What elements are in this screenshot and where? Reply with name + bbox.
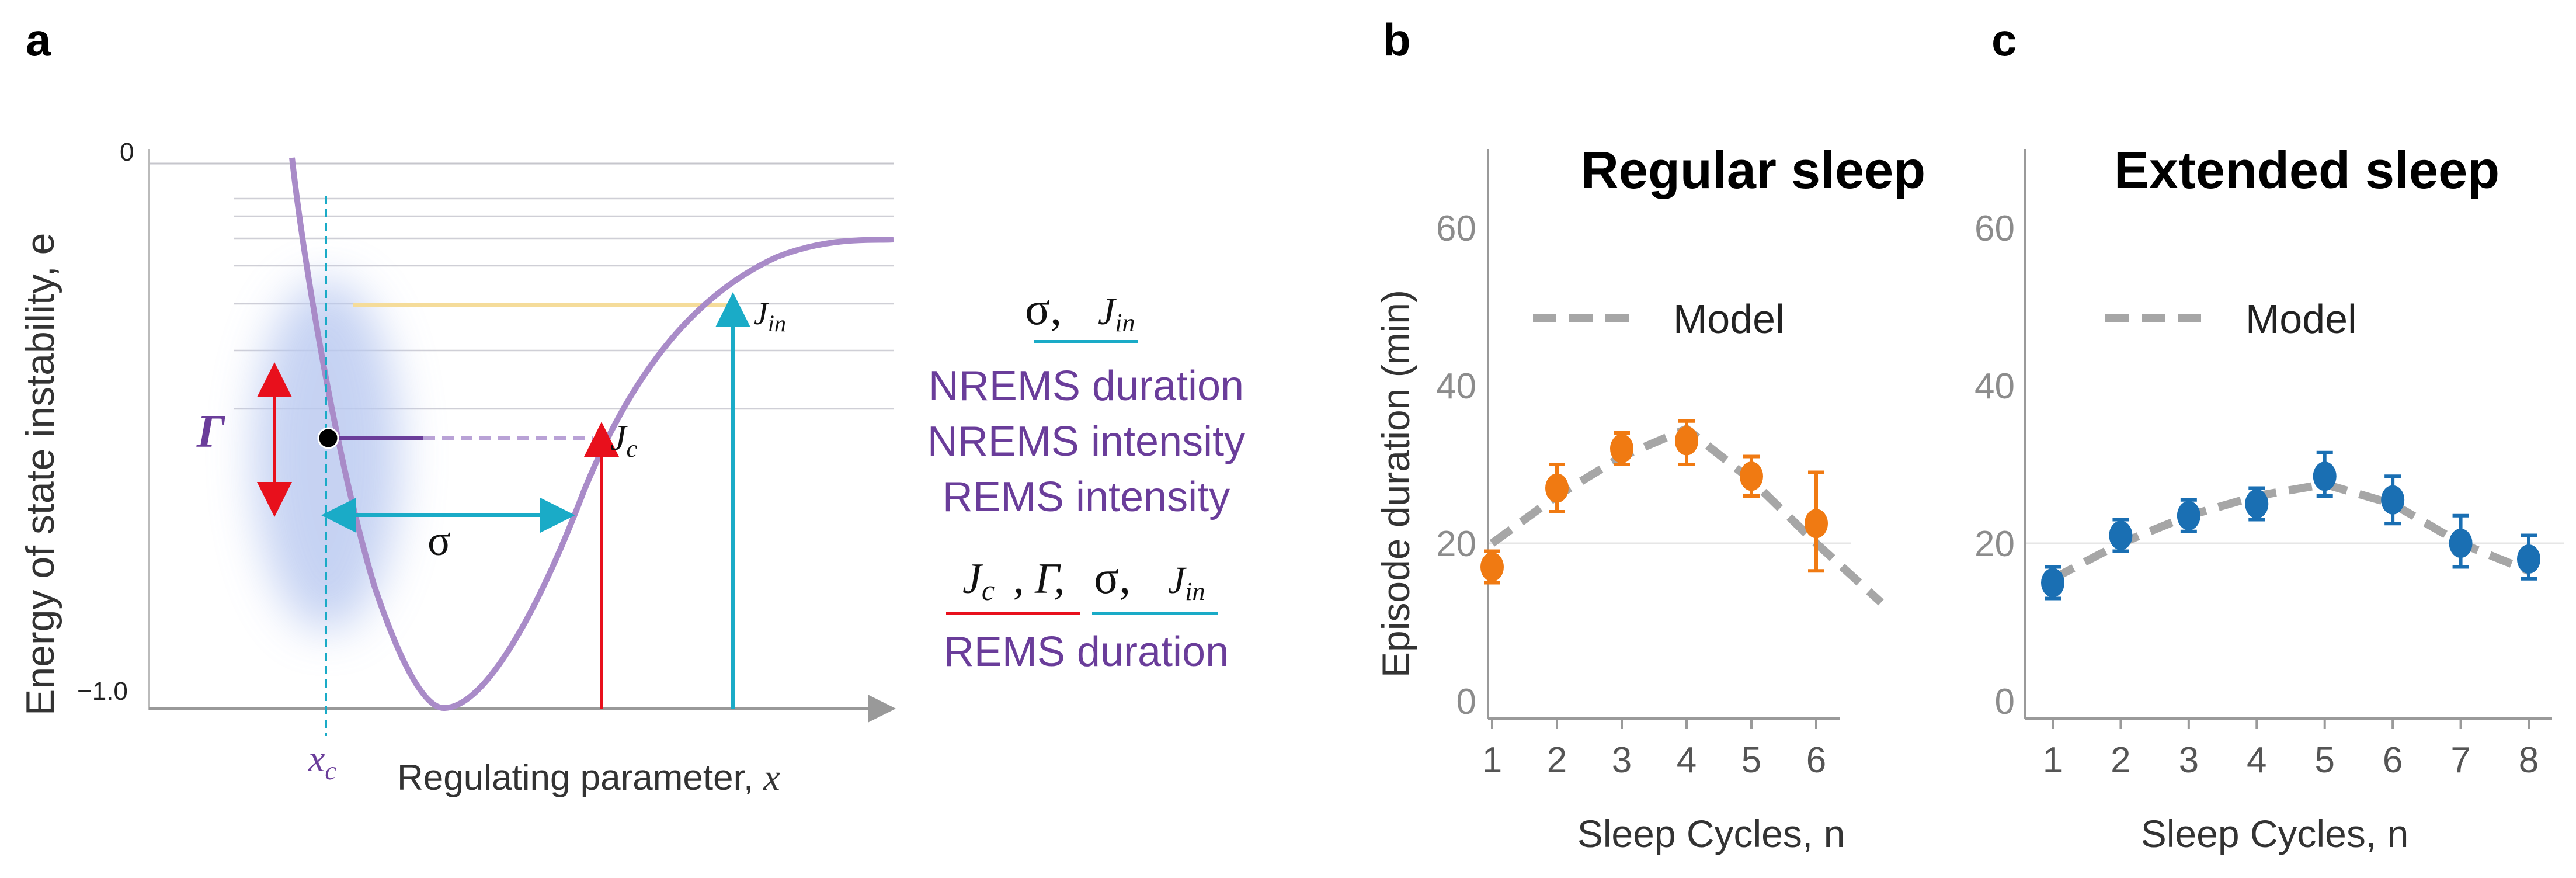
x-tick-label: 5 — [1741, 740, 1761, 780]
energy-levels — [149, 162, 894, 410]
data-point — [1675, 426, 1698, 456]
jin-label: Jin — [753, 296, 786, 336]
x-axis-label-a: Regulating parameter, x — [397, 756, 780, 798]
jc-label: Jc — [610, 418, 638, 463]
x-tick-label: 1 — [1482, 740, 1502, 780]
legend-gamma-2: , Γ, — [1013, 555, 1065, 603]
chart-title-b: Regular sleep — [1581, 141, 1925, 200]
data-point — [1545, 473, 1569, 503]
panel-letter-b: b — [1383, 14, 1411, 65]
data-point — [2177, 501, 2200, 530]
panel-a: a Energy of state instability, e 0 −1.0 … — [18, 14, 896, 798]
y-tick-label: 40 — [1974, 366, 2015, 407]
legend-line: REMS duration — [944, 629, 1229, 675]
y-tick-label: 0 — [1995, 682, 2015, 722]
legend-jin-2: Jin — [1168, 559, 1205, 606]
data-point — [2381, 485, 2405, 515]
legend-jin-1: Jin — [1098, 290, 1135, 337]
y-axis-label-a: Energy of state instability, e — [18, 233, 62, 716]
data-point — [2517, 544, 2540, 574]
legend-model-label-c: Model — [2245, 296, 2357, 342]
x-tick-label: 7 — [2450, 740, 2470, 780]
data-point — [2313, 461, 2337, 491]
y-tick-label: 60 — [1974, 209, 2015, 249]
x-tick-label: 6 — [1806, 740, 1826, 780]
data-point — [1740, 461, 1763, 491]
panel-a-legend: σ, Jin NREMS duration NREMS intensity RE… — [927, 283, 1245, 675]
y-axis-label-b: Episode duration (min) — [1374, 290, 1417, 678]
xc-label: xc — [308, 738, 336, 785]
state-point — [317, 427, 339, 449]
y-tick-top: 0 — [120, 138, 134, 166]
sigma-label: σ — [427, 517, 451, 565]
x-axis-label-b: Sleep Cycles, n — [1577, 812, 1845, 855]
data-point — [2245, 489, 2269, 519]
data-point — [1610, 434, 1633, 463]
x-tick-label: 2 — [1547, 740, 1567, 780]
legend-line: NREMS duration — [929, 363, 1244, 409]
panel-b-chart: b Regular sleep Episode duration (min) S… — [1374, 14, 1925, 855]
panel-letter-a: a — [26, 14, 51, 65]
y-tick-label: 60 — [1436, 209, 1476, 249]
x-tick-label: 3 — [2179, 740, 2199, 780]
gamma-label: Γ — [196, 406, 225, 457]
legend-sigma-2: σ, — [1094, 552, 1131, 603]
y-tick-label: 20 — [1974, 524, 2015, 564]
data-point — [2449, 529, 2473, 558]
x-tick-label: 4 — [1677, 740, 1697, 780]
y-tick-label: 20 — [1436, 524, 1476, 564]
y-tick-bottom: −1.0 — [77, 677, 128, 706]
y-tick-label: 40 — [1436, 366, 1476, 407]
x-axis-label-c: Sleep Cycles, n — [2141, 812, 2409, 855]
data-point — [2109, 520, 2133, 550]
x-tick-label: 8 — [2519, 740, 2539, 780]
x-tick-label: 6 — [2383, 740, 2403, 780]
data-point — [2041, 568, 2064, 598]
legend-line: REMS intensity — [943, 474, 1230, 520]
legend-line: NREMS intensity — [927, 418, 1245, 465]
data-point — [1805, 509, 1828, 539]
panel-c-chart: c Extended sleep Sleep Cycles, n 0 20 40 60… — [1974, 14, 2564, 855]
legend-sigma-1: σ, — [1025, 283, 1062, 335]
x-tick-label: 4 — [2247, 740, 2266, 780]
x-tick-label: 3 — [1612, 740, 1632, 780]
x-tick-label: 5 — [2314, 740, 2334, 780]
y-tick-label: 0 — [1456, 682, 1476, 722]
legend-model-label-b: Model — [1673, 296, 1785, 342]
panel-letter-c: c — [1991, 14, 2017, 65]
x-tick-label: 1 — [2043, 740, 2063, 780]
data-point — [1480, 552, 1504, 582]
chart-title-c: Extended sleep — [2114, 141, 2499, 200]
x-tick-label: 2 — [2111, 740, 2130, 780]
legend-jc-2: Jc — [962, 555, 995, 606]
